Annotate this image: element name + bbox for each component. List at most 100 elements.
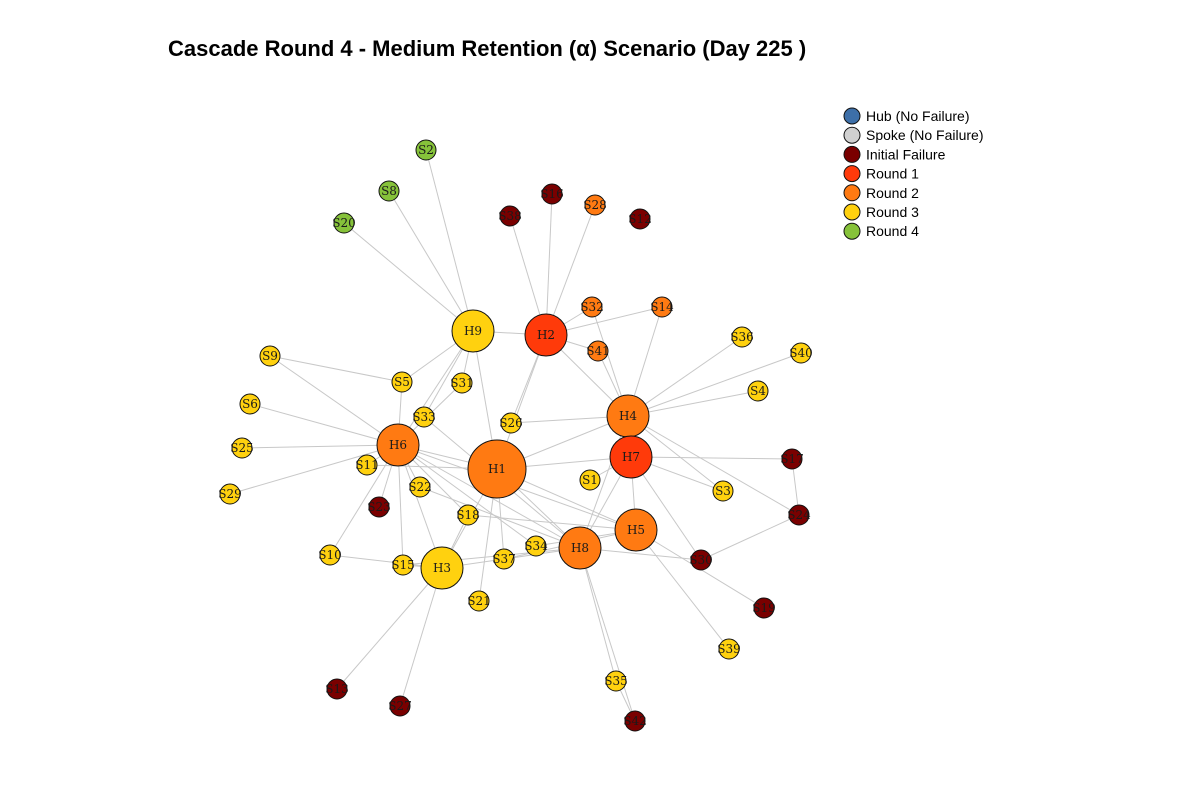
- node-label-s34: S34: [524, 539, 548, 553]
- edge-s2-h9: [425, 149, 474, 332]
- edge-s24-h4: [627, 415, 800, 516]
- legend-item-round-3: Round 3: [843, 203, 919, 221]
- node-circle-s6: [239, 393, 261, 415]
- node-circle-h6: [376, 423, 420, 467]
- node-s28: S28: [583, 194, 607, 216]
- legend-swatch: [843, 107, 861, 125]
- node-circle-s28: [584, 194, 606, 216]
- node-s29: S29: [218, 483, 242, 505]
- node-circle-s41: [587, 340, 609, 362]
- node-circle-s33: [413, 406, 435, 428]
- node-label-s17: S17: [780, 452, 804, 466]
- node-s9: S9: [259, 345, 281, 367]
- edge-s6-h6: [249, 403, 399, 446]
- edge-s10-h6: [329, 444, 399, 556]
- node-label-s15: S15: [391, 558, 415, 572]
- node-s16: S16: [540, 183, 564, 205]
- node-label-s27: S27: [388, 699, 412, 713]
- node-label-h1: H1: [488, 462, 506, 476]
- node-s21: S21: [467, 590, 491, 612]
- node-label-h4: H4: [619, 409, 637, 423]
- legend-swatch: [843, 184, 861, 202]
- node-s34: S34: [524, 535, 548, 557]
- node-label-s22: S22: [408, 480, 432, 494]
- node-label-h3: H3: [433, 561, 451, 575]
- node-circle-s20: [333, 212, 355, 234]
- node-circle-s15: [392, 554, 414, 576]
- node-label-s19: S19: [752, 601, 776, 615]
- edge-s22-h8: [419, 486, 581, 549]
- node-circle-h3: [420, 546, 464, 590]
- node-circle-s38: [499, 205, 521, 227]
- node-circle-s31: [451, 372, 473, 394]
- node-s38: S38: [498, 205, 522, 227]
- edge-s28-h2: [545, 204, 596, 336]
- node-label-s4: S4: [750, 384, 766, 398]
- node-s10: S10: [318, 544, 342, 566]
- node-circle-s24: [788, 504, 810, 526]
- node-circle-s16: [541, 183, 563, 205]
- edge-s18-h5: [467, 514, 637, 531]
- node-circle-s1: [579, 469, 601, 491]
- node-label-s40: S40: [789, 346, 813, 360]
- node-label-s37: S37: [492, 552, 516, 566]
- node-h3: H3: [420, 546, 464, 590]
- node-s4: S4: [747, 380, 769, 402]
- node-label-s2: S2: [418, 143, 434, 157]
- node-circle-s13: [326, 678, 348, 700]
- node-circle-s23: [368, 496, 390, 518]
- node-circle-s27: [389, 695, 411, 717]
- node-circle-s32: [581, 296, 603, 318]
- node-s25: S25: [230, 437, 254, 459]
- node-label-s13: S13: [325, 682, 349, 696]
- node-label-s31: S31: [450, 376, 474, 390]
- node-s30: S30: [689, 549, 713, 571]
- node-circle-s2: [415, 139, 437, 161]
- legend-label: Round 1: [866, 166, 919, 182]
- node-circle-s3: [712, 480, 734, 502]
- node-s11: S11: [355, 454, 379, 476]
- node-s36: S36: [730, 326, 754, 348]
- node-label-s20: S20: [332, 216, 356, 230]
- node-label-s33: S33: [412, 410, 436, 424]
- node-s5: S5: [391, 371, 413, 393]
- legend-label: Round 3: [866, 204, 919, 220]
- legend-item-round-1: Round 1: [843, 165, 919, 183]
- node-s26: S26: [499, 412, 523, 434]
- edge-s34-h6: [397, 444, 537, 547]
- node-circle-h2: [524, 313, 568, 357]
- legend-item-hub-no-failure: Hub (No Failure): [843, 107, 969, 125]
- node-label-s30: S30: [689, 553, 713, 567]
- node-label-s6: S6: [242, 397, 258, 411]
- edge-s8-h9: [388, 190, 474, 332]
- node-s14: S14: [650, 296, 674, 318]
- node-label-s38: S38: [498, 209, 522, 223]
- node-circle-h8: [558, 526, 602, 570]
- legend-label: Round 2: [866, 185, 919, 201]
- node-circle-s34: [525, 535, 547, 557]
- node-label-s42: S42: [623, 714, 647, 728]
- node-s12: S12: [628, 208, 652, 230]
- edge-h9-h6: [397, 330, 474, 446]
- node-label-s5: S5: [394, 375, 410, 389]
- node-circle-s22: [409, 476, 431, 498]
- edge-s13-h3: [336, 567, 443, 690]
- edge-s25-h6: [241, 444, 399, 449]
- node-label-h2: H2: [537, 328, 555, 342]
- node-circle-s10: [319, 544, 341, 566]
- node-label-s11: S11: [355, 458, 379, 472]
- node-label-s41: S41: [586, 344, 610, 358]
- node-s27: S27: [388, 695, 412, 717]
- node-s22: S22: [408, 476, 432, 498]
- node-circle-s42: [624, 710, 646, 732]
- edge-s4-h4: [627, 390, 759, 417]
- node-label-s12: S12: [628, 212, 652, 226]
- edge-s9-h6: [269, 355, 399, 446]
- node-s32: S32: [580, 296, 604, 318]
- node-h8: H8: [558, 526, 602, 570]
- legend-label: Initial Failure: [866, 146, 946, 162]
- legend-swatch: [843, 203, 861, 221]
- node-circle-s5: [391, 371, 413, 393]
- node-s13: S13: [325, 678, 349, 700]
